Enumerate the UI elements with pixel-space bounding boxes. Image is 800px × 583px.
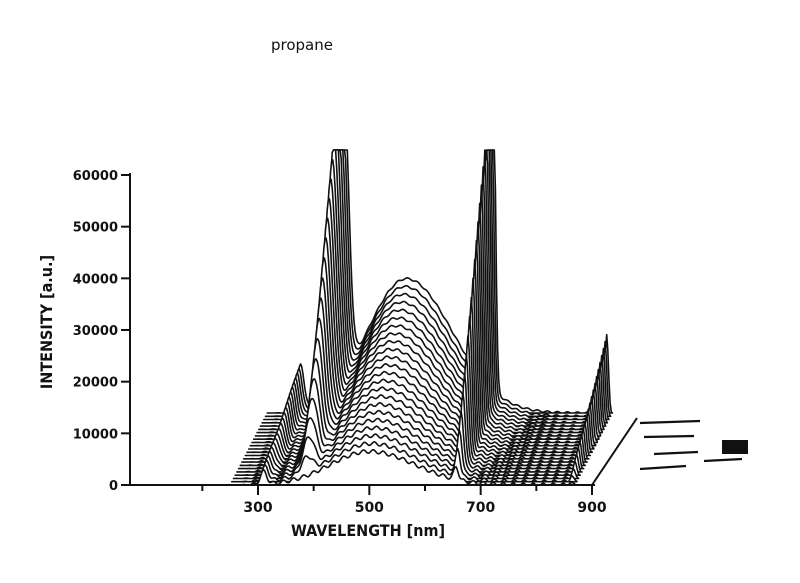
y-tick-label: 20000 [73,376,118,391]
depth-marker [653,450,699,456]
spectrum-line [241,335,588,463]
depth-marker [703,457,743,463]
y-axis-label: INTENSITY [a.u.] [37,255,56,389]
x-ticks: 300 500 700 900 [201,485,607,516]
depth-axis [591,417,638,486]
x-tick-label: 900 [577,500,606,516]
x-tick-label: 700 [466,500,495,516]
depth-marker [643,434,695,439]
chart-title: propane [271,36,333,54]
y-tick-label: 50000 [73,221,118,236]
spectra-series [229,149,614,486]
x-axis-label: WAVELENGTH [nm] [291,521,445,540]
y-ticks: 0 10000 20000 30000 40000 50000 60000 [73,169,130,494]
y-tick-label: 40000 [73,272,118,287]
y-tick-label: 30000 [73,324,118,339]
depth-axis-markers [639,419,748,471]
x-tick-label: 500 [355,500,384,516]
y-tick-label: 10000 [73,427,118,442]
y-tick-label: 0 [109,479,118,494]
depth-marker [639,419,701,425]
x-tick-label: 300 [243,500,272,516]
depth-marker [639,464,687,471]
depth-marker-block [722,440,748,454]
spectrum-line [242,315,590,460]
y-tick-label: 60000 [73,169,118,184]
